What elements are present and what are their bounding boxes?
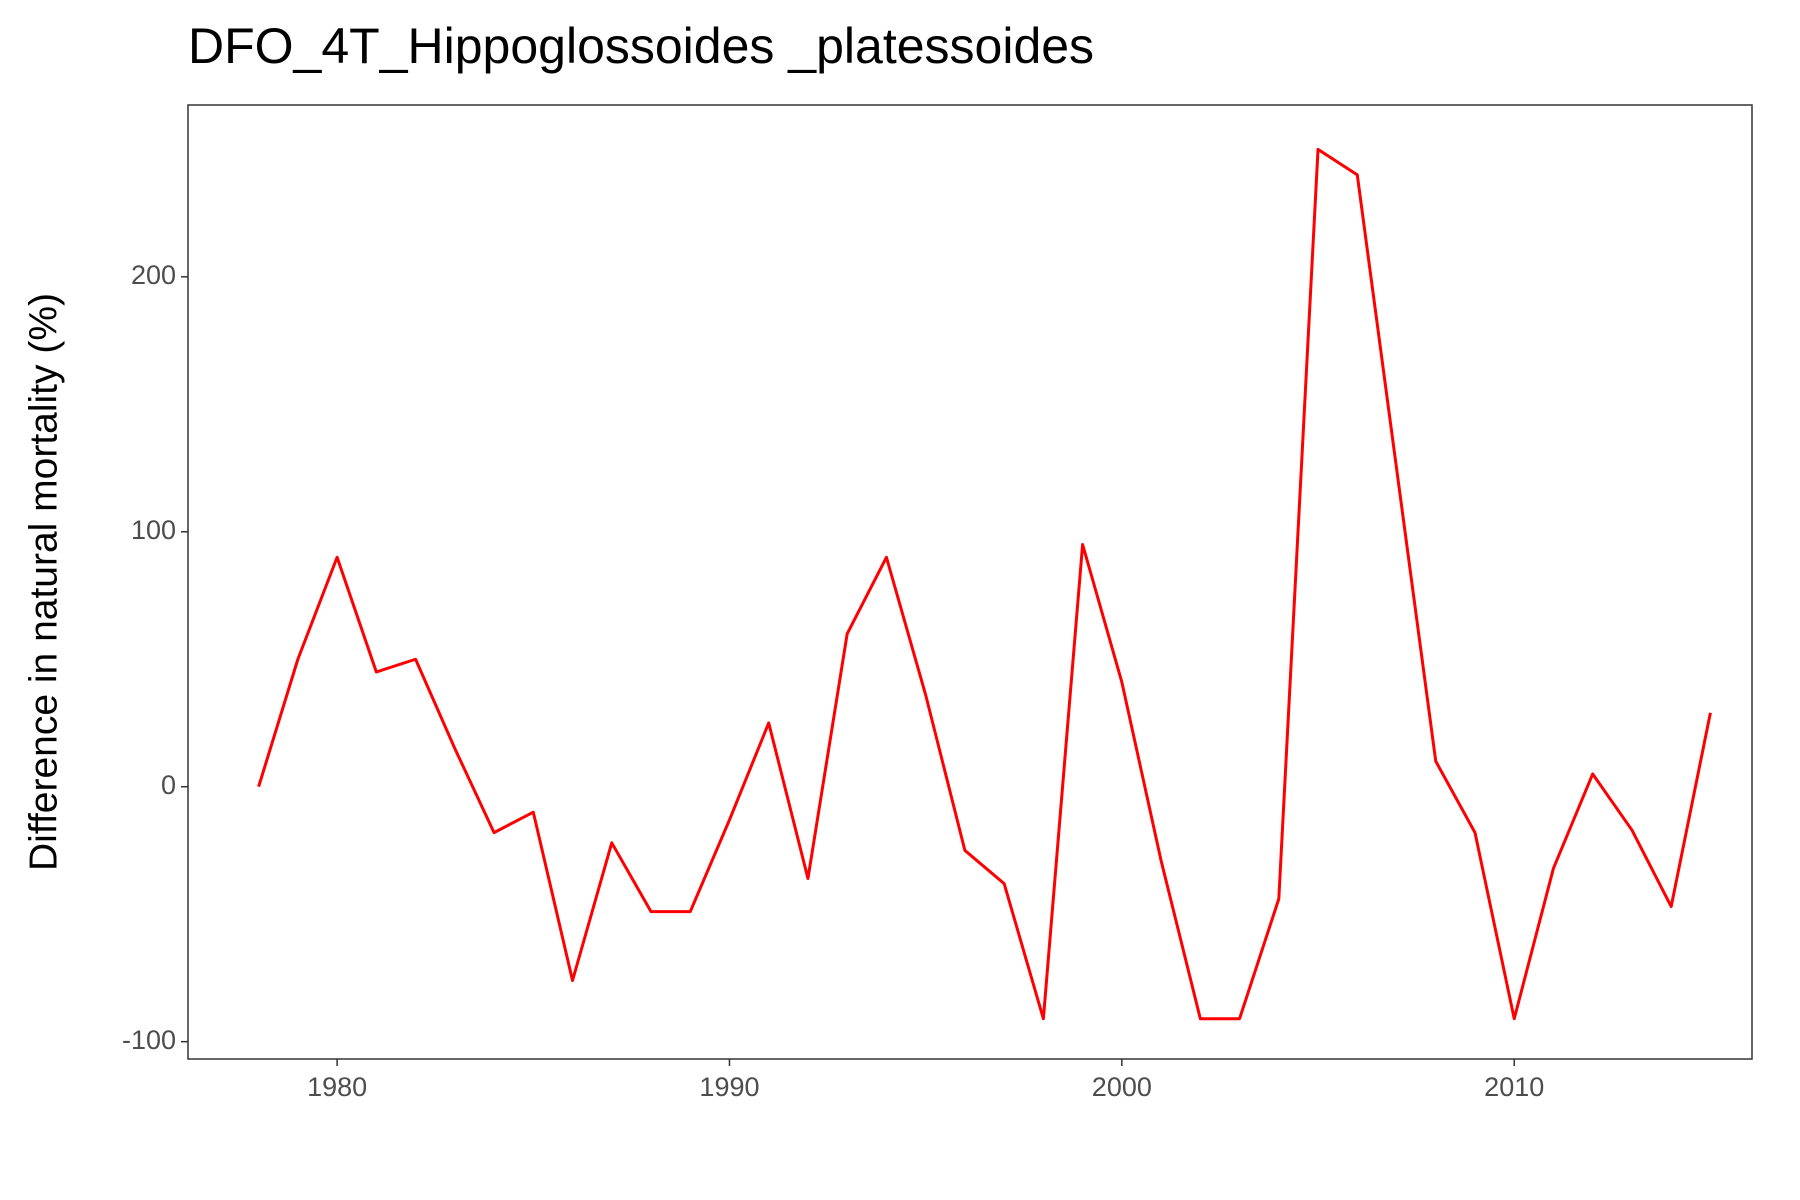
y-tick-label: 0 [161, 770, 176, 800]
y-tick-label: 100 [131, 515, 176, 545]
chart-title: DFO_4T_Hippoglossoides _platessoides [188, 18, 1094, 74]
x-tick-label: 2010 [1484, 1072, 1544, 1102]
y-tick-label: 200 [131, 260, 176, 290]
y-tick-label: -100 [122, 1025, 176, 1055]
y-axis-title: Difference in natural mortality (%) [22, 293, 65, 871]
x-tick-label: 2000 [1092, 1072, 1152, 1102]
x-tick-label: 1990 [699, 1072, 759, 1102]
x-tick-label: 1980 [307, 1072, 367, 1102]
line-series [257, 147, 1712, 1021]
plot-border [187, 104, 1753, 1060]
